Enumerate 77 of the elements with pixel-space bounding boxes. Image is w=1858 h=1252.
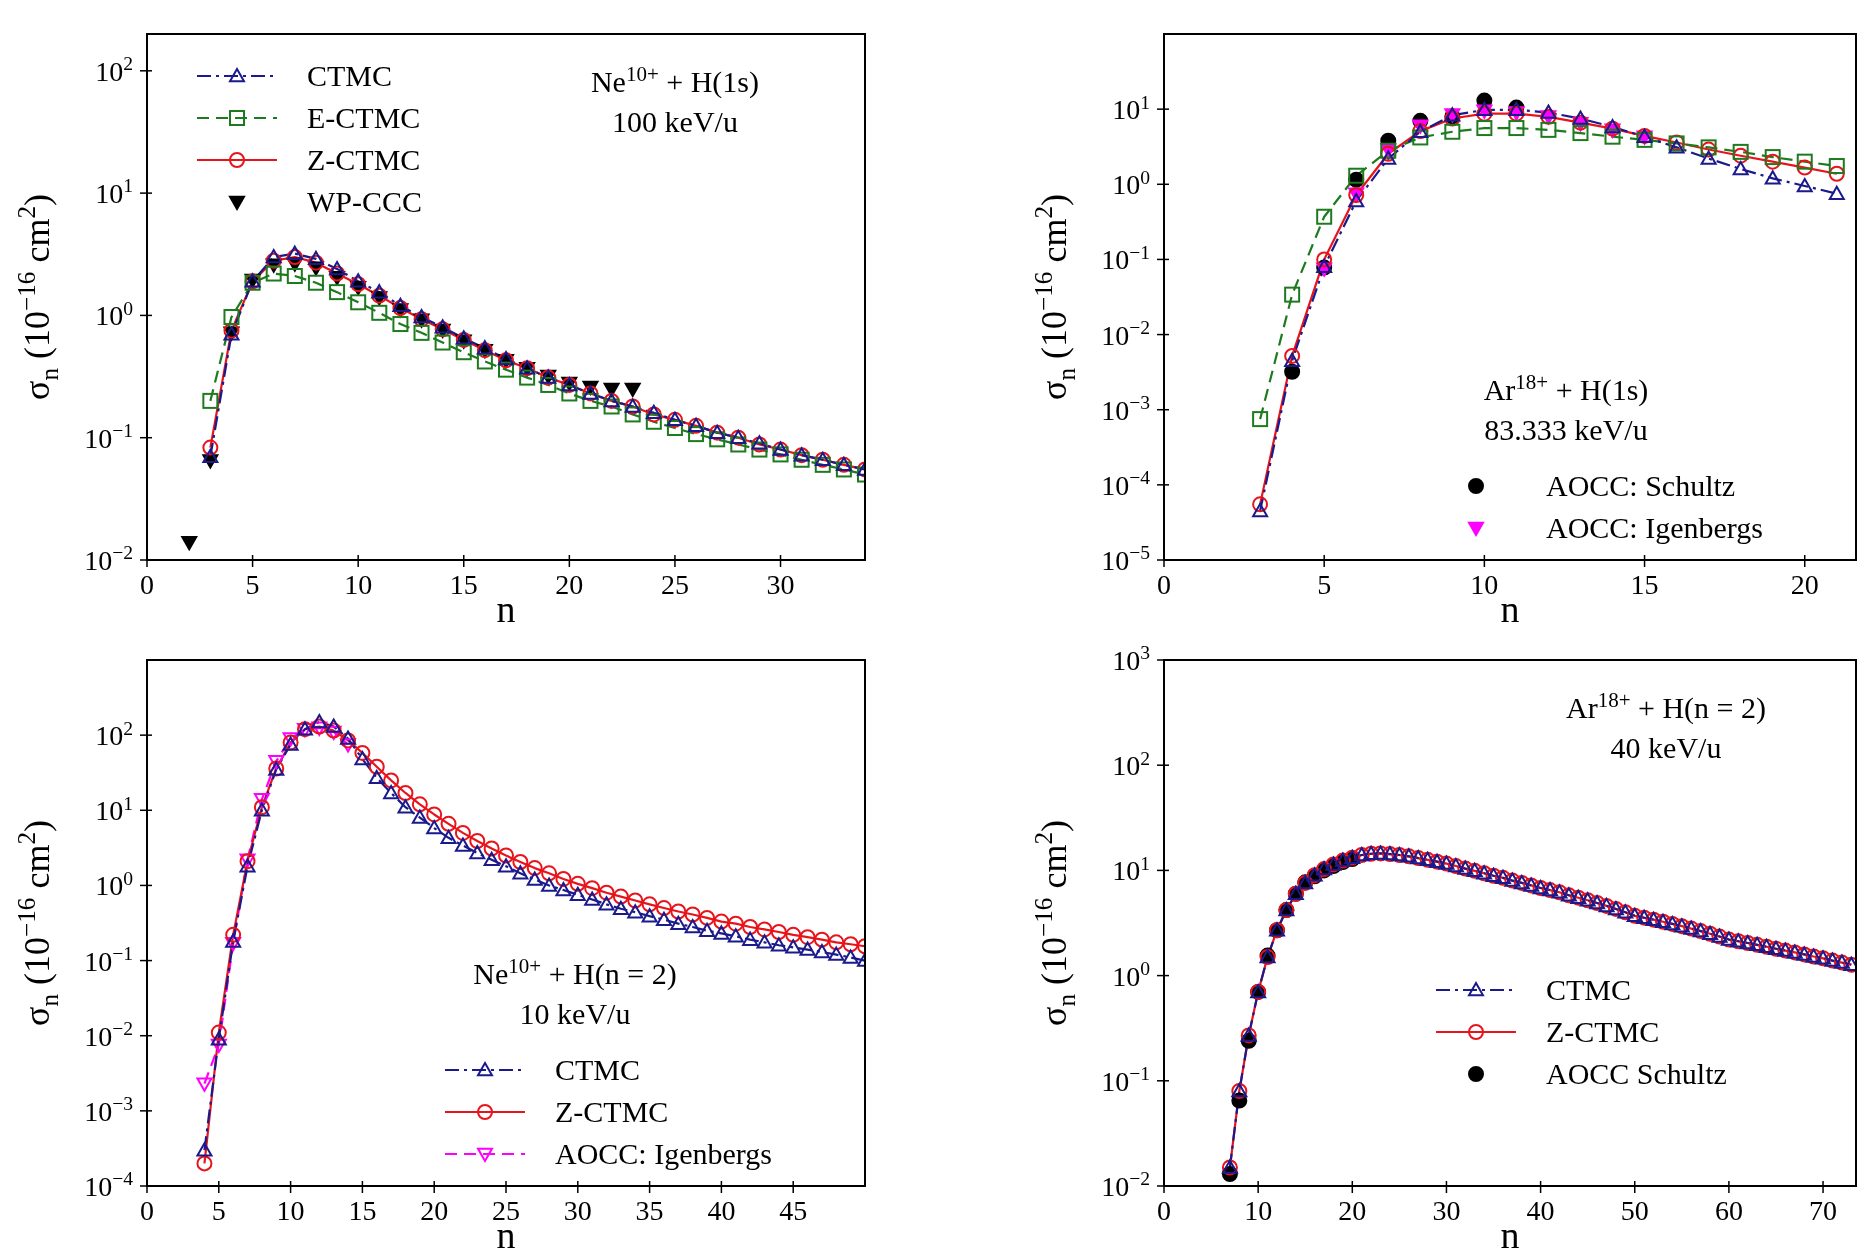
y-tick-label: 10$^{−3}$	[84, 1093, 134, 1127]
y-tick-label: 10$^{1}$	[95, 175, 133, 210]
x-axis-title: n	[1500, 588, 1520, 630]
annotation: Ne$^{10+}$ + H(n = 2)	[473, 953, 677, 991]
y-tick-label: 10$^{−4}$	[1101, 467, 1151, 501]
x-tick-label: 10	[1470, 569, 1499, 600]
y-tick-label: 10$^{−2}$	[84, 542, 133, 576]
annotation: 100 keV/u	[612, 105, 738, 138]
x-tick-label: 0	[1157, 1195, 1171, 1226]
annotation: Ne$^{10+}$ + H(1s)	[590, 61, 760, 99]
y-tick-label: 10$^{0}$	[95, 297, 134, 332]
legend-label: AOCC: Schultz	[1546, 469, 1736, 502]
x-tick-label: 15	[1630, 569, 1659, 600]
x-axis-title: n	[1500, 1214, 1520, 1252]
y-tick-label: 10$^{2}$	[95, 717, 133, 752]
y-tick-label: 10$^{−3}$	[1101, 392, 1151, 426]
y-tick-label: 10$^{1}$	[1112, 852, 1150, 887]
y-tick-label: 10$^{−1}$	[1101, 241, 1150, 276]
y-tick-label: 10$^{−1}$	[84, 942, 133, 977]
y-tick-label: 10$^{1}$	[95, 792, 133, 827]
y-tick-label: 10$^{−1}$	[84, 420, 133, 454]
x-tick-label: 20	[1790, 569, 1819, 600]
x-tick-label: 0	[1157, 569, 1171, 600]
x-tick-label: 35	[635, 1195, 664, 1226]
annotation: 83.333 keV/u	[1484, 413, 1648, 446]
x-tick-label: 30	[766, 569, 795, 600]
legend-label: AOCC Schultz	[1546, 1057, 1727, 1090]
legend-label: CTMC	[307, 59, 393, 92]
y-tick-label: 10$^{−2}$	[84, 1018, 133, 1052]
legend-label: CTMC	[555, 1053, 641, 1086]
x-tick-label: 15	[348, 1195, 377, 1226]
legend-label: Z-CTMC	[1546, 1015, 1660, 1048]
legend-label: CTMC	[1546, 973, 1632, 1006]
x-tick-label: 30	[563, 1195, 592, 1226]
annotation: 10 keV/u	[519, 997, 631, 1030]
x-tick-label: 15	[449, 569, 478, 600]
y-tick-label: 10$^{−2}$	[1101, 1168, 1150, 1202]
y-tick-label: 10$^{1}$	[1112, 91, 1150, 126]
legend-label: WP-CCC	[307, 185, 423, 218]
x-tick-label: 5	[245, 569, 260, 600]
legend-label: Z-CTMC	[307, 143, 421, 176]
x-tick-label: 20	[555, 569, 584, 600]
legend-label: E-CTMC	[307, 101, 421, 134]
x-tick-label: 45	[779, 1195, 808, 1226]
x-tick-label: 70	[1809, 1195, 1838, 1226]
y-tick-label: 10$^{0}$	[95, 867, 134, 902]
y-tick-label: 10$^{−4}$	[84, 1168, 134, 1202]
x-tick-label: 20	[1338, 1195, 1367, 1226]
y-tick-label: 10$^{0}$	[1112, 166, 1151, 201]
x-tick-label: 20	[420, 1195, 449, 1226]
y-tick-label: 10$^{0}$	[1112, 957, 1151, 992]
y-tick-label: 10$^{2}$	[95, 53, 133, 87]
x-tick-label: 25	[660, 569, 689, 600]
x-tick-label: 5	[1317, 569, 1332, 600]
x-tick-label: 60	[1714, 1195, 1743, 1226]
x-tick-label: 50	[1620, 1195, 1649, 1226]
x-tick-label: 40	[707, 1195, 736, 1226]
annotation: 40 keV/u	[1610, 731, 1722, 764]
x-tick-label: 0	[140, 569, 154, 600]
legend-label: AOCC: Igenbergs	[1546, 511, 1763, 544]
x-tick-label: 40	[1526, 1195, 1555, 1226]
y-tick-label: 10$^{−1}$	[1101, 1063, 1150, 1097]
annotation: Ar$^{18+}$ + H(n = 2)	[1566, 687, 1766, 725]
y-tick-label: 10$^{2}$	[1112, 747, 1150, 782]
x-tick-label: 0	[140, 1195, 154, 1226]
legend-label: Z-CTMC	[555, 1095, 669, 1128]
x-tick-label: 10	[344, 569, 373, 600]
y-tick-label: 10$^{−5}$	[1101, 542, 1151, 576]
x-tick-label: 5	[211, 1195, 226, 1226]
y-tick-label: 10$^{3}$	[1112, 642, 1151, 676]
x-tick-label: 10	[1244, 1195, 1273, 1226]
y-tick-label: 10$^{−2}$	[1101, 316, 1150, 351]
x-tick-label: 10	[276, 1195, 305, 1226]
legend-label: AOCC: Igenbergs	[555, 1137, 772, 1170]
x-tick-label: 30	[1432, 1195, 1461, 1226]
annotation: Ar$^{18+}$ + H(1s)	[1483, 369, 1649, 407]
x-axis-title: n	[496, 588, 516, 630]
